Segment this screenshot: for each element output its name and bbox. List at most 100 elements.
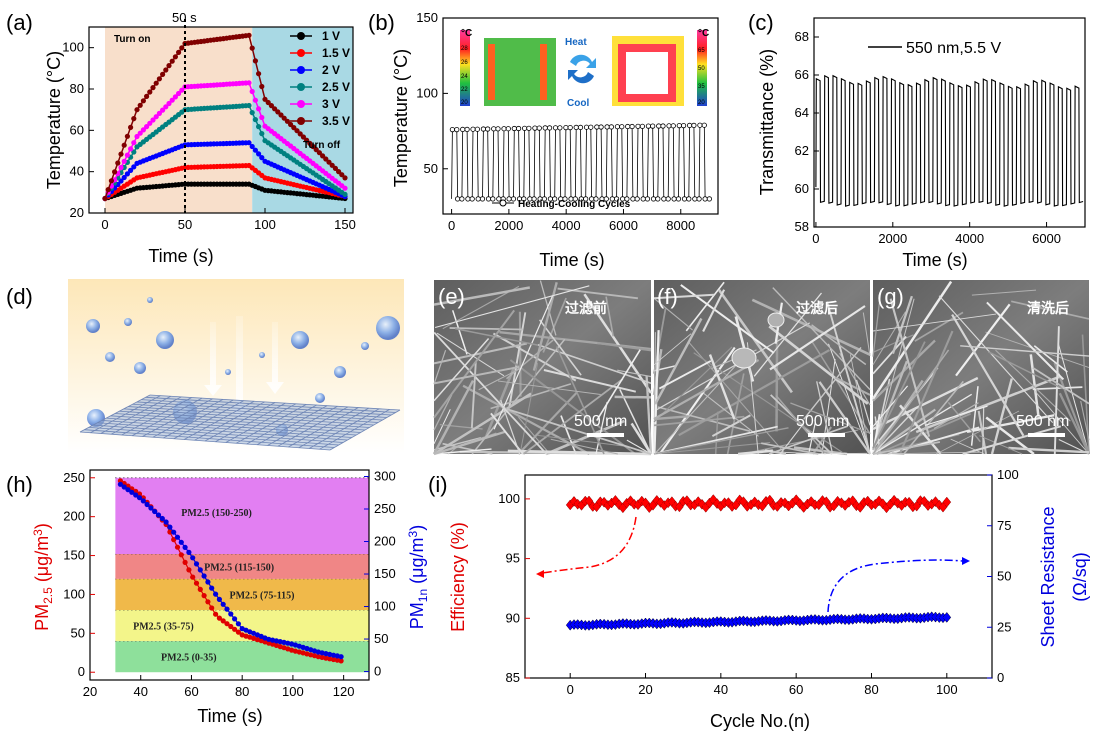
panel-b-point-56 xyxy=(594,124,600,130)
panel-f-fiber-53 xyxy=(653,427,789,455)
panel-b-scale-l-0: 28 xyxy=(461,46,468,52)
panel-d-particle-6 xyxy=(334,366,346,378)
panel-d-mesh-line-b-18 xyxy=(267,405,338,446)
panel-e-scale-label: 500 nm xyxy=(574,413,627,430)
panel-i-ytick-label-left-100: 100 xyxy=(498,491,520,506)
panel-h-ytick-label-right-100: 100 xyxy=(374,599,396,614)
panel-a-legend-marker-2 xyxy=(297,66,305,74)
panel-a-x-title: Time (s) xyxy=(148,246,213,266)
panel-b-point-36 xyxy=(542,125,548,131)
panel-h-ytick-label-right-200: 200 xyxy=(374,534,396,549)
panel-a-ytick-label-left-20: 20 xyxy=(70,205,84,220)
panel-b-ticks: 0 2000 4000 6000 8000 50 100 150 xyxy=(416,10,695,233)
panel-b-point-93 xyxy=(691,122,697,129)
panel-g-fiber-58 xyxy=(872,349,950,455)
panel-b-point-32 xyxy=(532,125,538,131)
panel-i-efficiency-line xyxy=(569,498,948,509)
panel-a-series-5-point-67 xyxy=(316,150,322,156)
panel-f-fiber-51 xyxy=(653,333,692,366)
panel-d-particle-5 xyxy=(291,331,309,349)
panel-a-series-3-point-47 xyxy=(252,117,258,123)
panel-h-xtick-label-80: 80 xyxy=(235,684,249,699)
panel-b-point-91 xyxy=(686,196,692,202)
panel-f-fiber-59 xyxy=(816,381,834,455)
panel-a-frame xyxy=(88,26,354,214)
panel-b-ytick-label-left-100: 100 xyxy=(416,85,438,100)
panel-d-particle-13 xyxy=(147,297,153,303)
panel-b-point-31 xyxy=(531,196,537,202)
panel-a-series-2-point-7 xyxy=(124,171,130,177)
panel-a-series-5-point-57 xyxy=(284,118,290,124)
panel-b-point-27 xyxy=(521,196,527,202)
panel-a-series-5-point-45 xyxy=(246,32,252,38)
panel-b-point-68 xyxy=(625,123,631,130)
panel-d-mesh-line-b-19 xyxy=(277,406,349,447)
panel-a-series-5-point-74 xyxy=(339,172,345,178)
panel-a-series-4-point-5 xyxy=(118,164,124,171)
panel-a-series-3-point-75 xyxy=(342,191,348,197)
panel-b-point-89 xyxy=(680,123,687,129)
panel-b-legend-label: Heating-Cooling Cycles xyxy=(518,199,631,210)
panel-a-series-5-point-3 xyxy=(112,169,118,175)
panel-a-series-5-point-12 xyxy=(140,98,146,104)
panel-b-point-4 xyxy=(460,126,466,132)
panel-f-scale-label: 500 nm xyxy=(796,413,849,430)
panel-a-series-3-point-48 xyxy=(256,124,262,130)
panel-d-arrow-1 xyxy=(204,322,222,396)
panel-a-series-5-point-6 xyxy=(121,142,127,148)
panel-a-series-2-point-6 xyxy=(121,174,127,181)
panel-b-point-59 xyxy=(603,196,609,202)
panel-b-point-86 xyxy=(671,196,677,202)
panel-c-ytick-label-left-66: 66 xyxy=(795,67,809,82)
panel-e-fiber-35 xyxy=(478,367,523,391)
panel-a-ytick-label-left-60: 60 xyxy=(70,122,84,137)
panel-b-point-53 xyxy=(588,124,594,130)
panel-f-fiber-64 xyxy=(761,442,819,455)
panel-e-fiber-2 xyxy=(518,311,522,397)
panel-d-particle-1 xyxy=(124,318,132,326)
panel-b-point-63 xyxy=(613,196,620,202)
panel-g-fiber-13 xyxy=(872,367,939,449)
panel-i-ytick-label-right-25: 25 xyxy=(997,619,1011,634)
panel-b-cool-label: Cool xyxy=(567,98,589,109)
panel-a-series-4-point-24 xyxy=(179,87,185,93)
panel-g-fiber-48 xyxy=(960,345,1090,357)
panel-b-point-5 xyxy=(464,126,470,132)
panel-b-cycle-icon xyxy=(570,54,596,68)
panel-e-fiber-32 xyxy=(506,339,554,380)
panel-b-scale-l-4: 20 xyxy=(461,100,468,106)
panel-a-legend-marker-5 xyxy=(297,117,305,125)
panel-f-fiber-35 xyxy=(703,392,759,437)
panel-b-point-98 xyxy=(702,196,708,202)
panel-e-scale-bar xyxy=(587,433,624,437)
panel-c-legend-label: 550 nm,5.5 V xyxy=(906,40,1002,57)
panel-b-point-1 xyxy=(454,127,460,133)
panel-a-series-4-point-19 xyxy=(163,104,169,110)
panel-g-letter: (g) xyxy=(877,284,904,309)
panel-d-particle-14 xyxy=(259,352,265,358)
panel-i-y-right-title-2: (Ω/sq) xyxy=(1070,552,1090,601)
panel-h-ticks: 20 40 60 80 100 120 0 50 100 150 200 250 0 50 100 150 20… xyxy=(63,469,395,699)
panel-d-mesh-line-b-15 xyxy=(236,404,307,444)
panel-e-fiber-62 xyxy=(433,309,516,419)
panel-e-fiber-39 xyxy=(597,342,652,352)
panel-b-point-72 xyxy=(635,123,641,129)
panel-b-point-37 xyxy=(546,125,553,131)
panel-f-fiber-68 xyxy=(702,289,726,332)
panel-i-xtick-label-20: 20 xyxy=(638,682,652,697)
panel-b-point-90 xyxy=(681,196,688,202)
panel-a-series-4-point-47 xyxy=(252,97,258,103)
panel-a-series-4-point-14 xyxy=(147,120,153,126)
panel-g-fiber-2 xyxy=(1057,343,1090,455)
panel-d-airflow-arrows xyxy=(204,316,284,418)
panel-a-series-5-point-54 xyxy=(275,109,281,115)
panel-i-ticks: 0 20 40 60 80 100 85 90 95 100 0 25 50 75 100 xyxy=(498,467,1018,697)
panel-b-ytick-label-left-50: 50 xyxy=(424,161,438,176)
panel-c-y-title: Transmittance (%) xyxy=(757,49,777,195)
panel-b-point-39 xyxy=(552,196,558,202)
panel-b-point-41 xyxy=(557,125,563,131)
panel-c-xtick-label-2000: 2000 xyxy=(878,231,907,246)
panel-g-fiber-5 xyxy=(872,311,906,365)
panel-e-fiber-45 xyxy=(433,430,506,456)
panel-d-particle-3 xyxy=(134,362,146,374)
